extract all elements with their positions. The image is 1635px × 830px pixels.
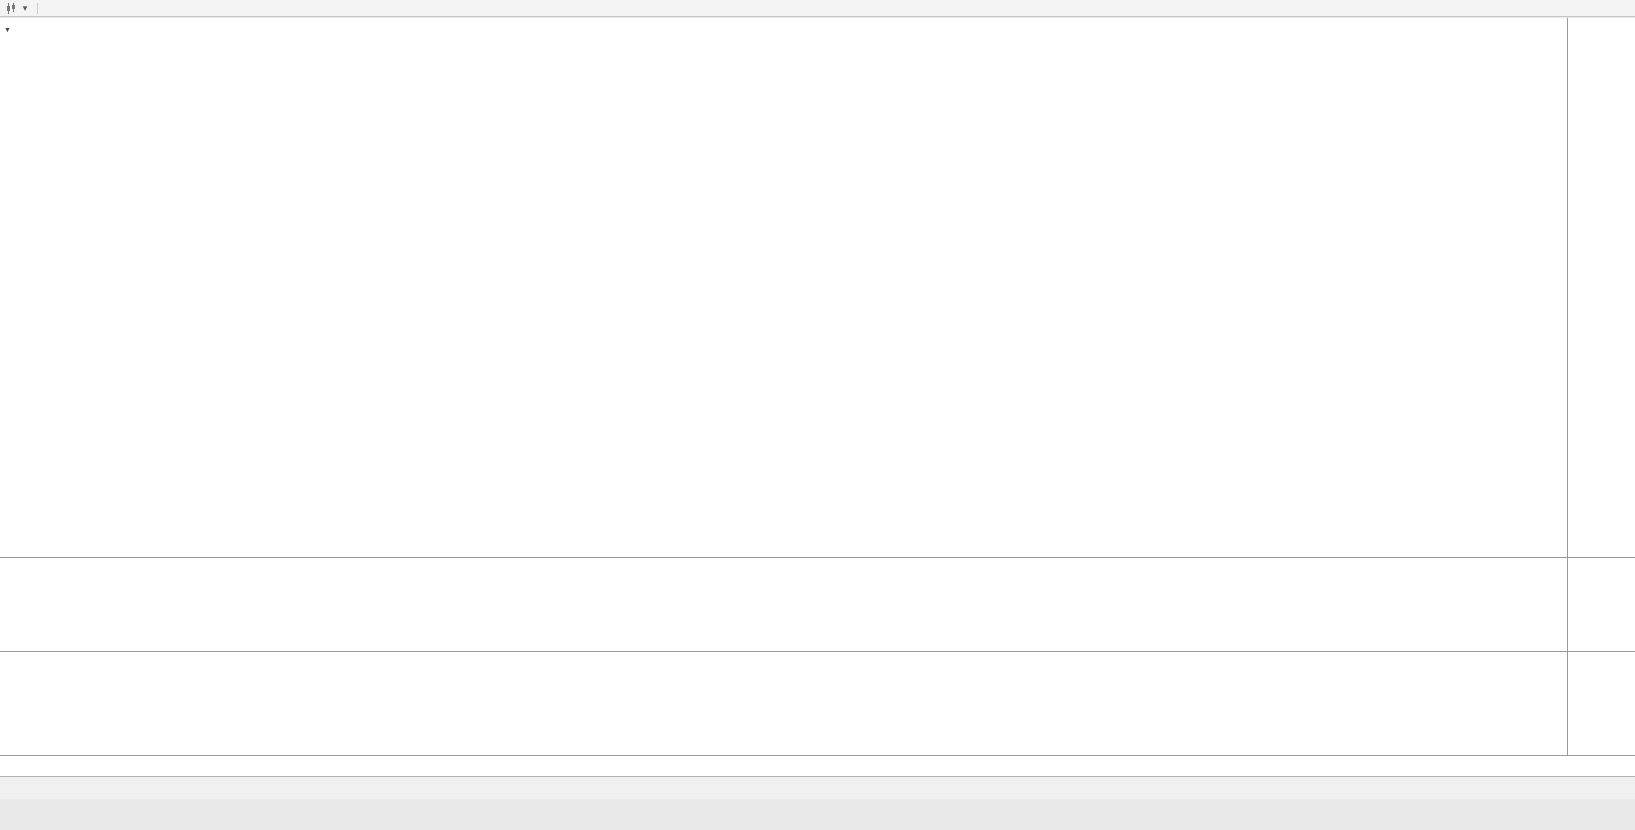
panel-separator[interactable] (0, 557, 1635, 558)
price-axis-border (1567, 18, 1568, 755)
chart-title: ▼ (4, 25, 20, 36)
time-axis[interactable] (0, 756, 1567, 776)
chart-tabs-bar (0, 776, 1635, 799)
collapse-chart-icon[interactable]: ▼ (4, 27, 11, 34)
candlestick-glyph (6, 2, 15, 14)
price-chart-canvas[interactable] (0, 18, 1567, 755)
price-axis (1568, 18, 1635, 776)
chart-window: ▼ (0, 18, 1635, 776)
timeframe-toolbar: ▾ (0, 0, 1635, 17)
panel-separator (0, 755, 1635, 756)
chart-type-icon[interactable] (4, 2, 18, 15)
toolbar-separator (37, 2, 38, 14)
panel-separator[interactable] (0, 651, 1635, 652)
chart-dropdown-icon[interactable]: ▾ (22, 2, 28, 13)
